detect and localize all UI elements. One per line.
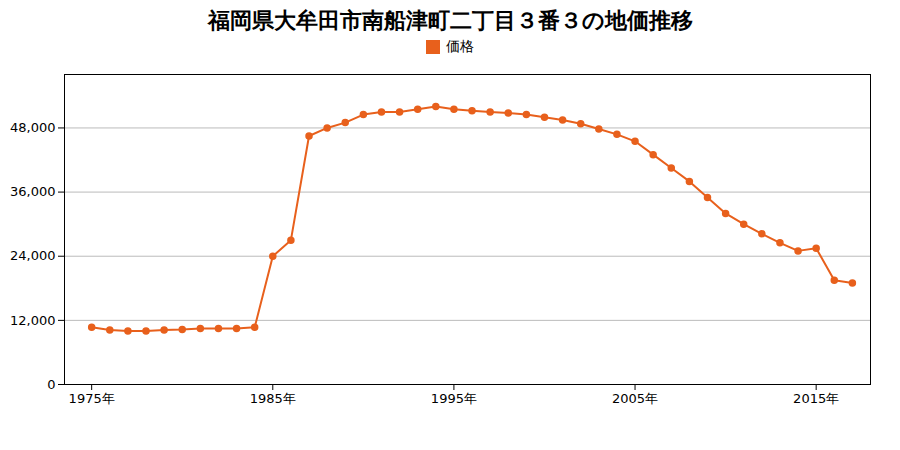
svg-text:2005年: 2005年: [612, 391, 658, 406]
svg-text:1985年: 1985年: [250, 391, 296, 406]
svg-text:1975年: 1975年: [69, 391, 115, 406]
html-text:福岡県大牟田市南船津町二丁目３番３の地価推移: 福岡県大牟田市南船津町二丁目３番３の地価推移: [207, 8, 693, 33]
svg-text:48,000: 48,000: [10, 120, 56, 135]
html-text:価格: 価格: [446, 38, 474, 55]
svg-text:12,000: 12,000: [10, 313, 56, 328]
svg-text:0: 0: [47, 377, 55, 392]
svg-text:24,000: 24,000: [10, 249, 56, 264]
svg-text:36,000: 36,000: [10, 185, 56, 200]
svg-text:2015年: 2015年: [793, 391, 839, 406]
svg-text:1995年: 1995年: [431, 391, 477, 406]
